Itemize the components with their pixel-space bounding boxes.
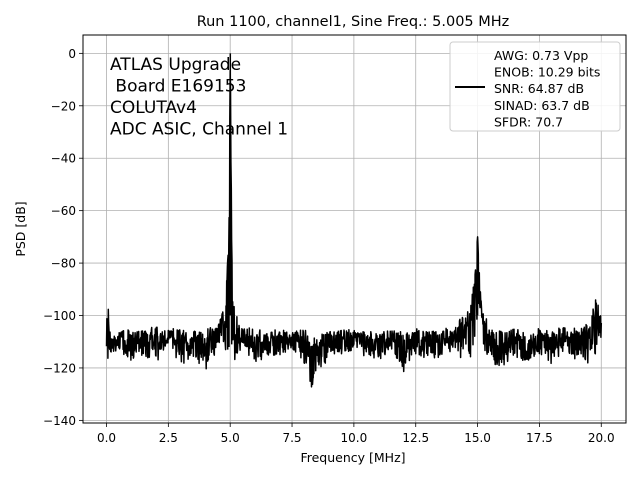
legend-entry-line: SFDR: 70.7 (494, 114, 563, 129)
x-tick-label: 2.5 (159, 431, 178, 445)
x-axis-label: Frequency [MHz] (300, 450, 405, 465)
y-tick-label: −40 (51, 152, 76, 166)
y-tick-label: −100 (43, 309, 76, 323)
x-tick-label: 10.0 (341, 431, 368, 445)
legend-entry-line: SNR: 64.87 dB (494, 81, 584, 96)
x-tick-label: 17.5 (526, 431, 553, 445)
psd-series-0 (105, 53, 603, 388)
y-tick-label: −140 (43, 414, 76, 428)
x-tick-label: 0.0 (97, 431, 116, 445)
y-axis-ticks: 0 −20 −40 −60 −80 −100 −120 −140 (43, 47, 83, 428)
x-tick-label: 20.0 (588, 431, 615, 445)
chart-title: Run 1100, channel1, Sine Freq.: 5.005 MH… (197, 14, 510, 30)
legend-entry-line: AWG: 0.73 Vpp (494, 48, 588, 63)
psd-trace (105, 53, 603, 388)
x-tick-label: 12.5 (402, 431, 429, 445)
y-axis-label: PSD [dB] (13, 201, 28, 256)
y-tick-label: −80 (51, 257, 76, 271)
y-tick-label: −20 (51, 99, 76, 113)
legend-entry-line: ENOB: 10.29 bits (494, 65, 600, 80)
x-tick-label: 7.5 (282, 431, 301, 445)
annotation-line: ADC ASIC, Channel 1 (110, 120, 288, 140)
x-tick-label: 5.0 (221, 431, 240, 445)
y-tick-label: 0 (68, 47, 76, 61)
y-tick-label: −60 (51, 204, 76, 218)
y-tick-label: −120 (43, 361, 76, 375)
annotation-line: Board E169153 (110, 77, 246, 97)
plot-frame (82, 34, 627, 424)
legend-box (449, 41, 621, 132)
legend-entry-line: SINAD: 63.7 dB (494, 98, 590, 113)
annotation-line: COLUTAv4 (110, 98, 197, 118)
x-axis-ticks: 0.0 2.5 5.0 7.5 10.0 12.5 15.0 17.5 20.0 (97, 423, 615, 445)
x-tick-label: 15.0 (464, 431, 491, 445)
annotation-line: ATLAS Upgrade (110, 55, 241, 75)
